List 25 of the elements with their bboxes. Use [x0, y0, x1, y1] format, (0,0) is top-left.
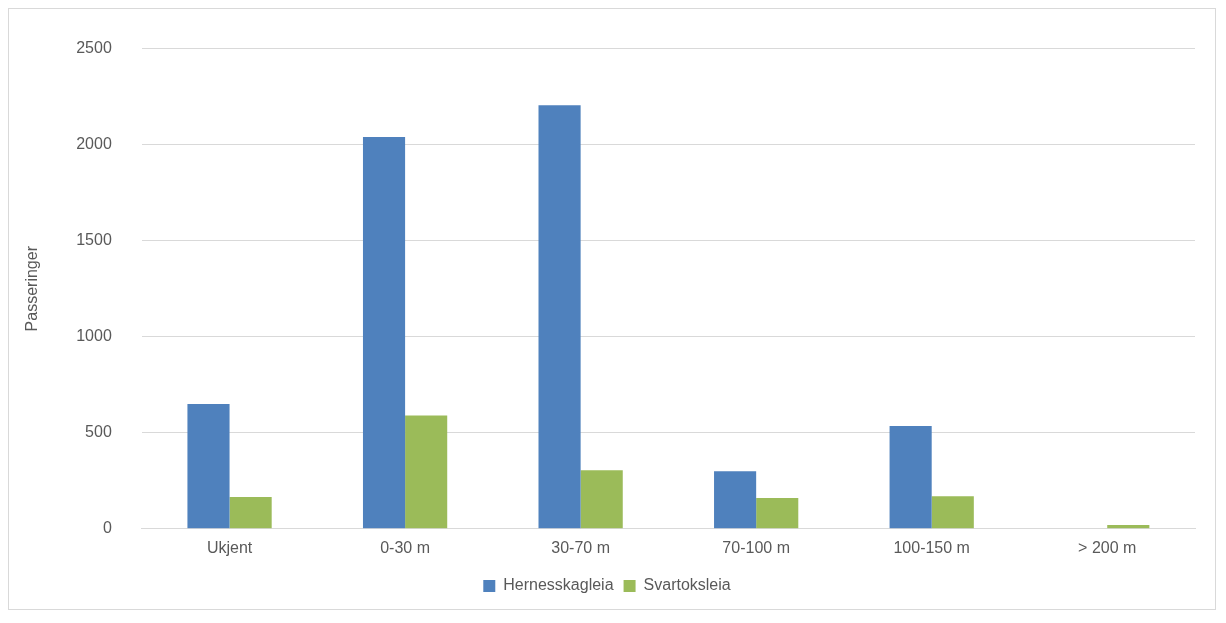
y-tick-label: 0 [102, 519, 112, 537]
x-tick-label: 100-150 m [893, 538, 970, 556]
x-tick-label: 70-100 m [722, 538, 790, 556]
x-tick-label: 0-30 m [380, 538, 430, 556]
bar [405, 415, 448, 529]
bar [362, 136, 406, 529]
x-tick-label: 30-70 m [551, 538, 610, 556]
y-tick-label: 1000 [76, 327, 112, 345]
y-axis-title: Passeringer [23, 245, 41, 332]
y-tick-label: 2000 [76, 135, 112, 153]
bar [714, 471, 757, 529]
bar [931, 496, 974, 529]
y-tick-label: 2500 [76, 39, 112, 57]
x-tick-label: Ukjent [206, 538, 253, 556]
bar [756, 498, 799, 529]
bar [889, 426, 932, 529]
bar [229, 497, 272, 529]
bar [580, 470, 623, 529]
y-tick-label: 500 [85, 423, 112, 441]
bar [187, 403, 230, 529]
y-tick-label: 1500 [76, 231, 112, 249]
legend-label: Svartoksleia [643, 576, 731, 594]
x-tick-label: > 200 m [1078, 538, 1137, 556]
bar [538, 105, 581, 529]
legend-label: Hernesskagleia [503, 576, 614, 594]
